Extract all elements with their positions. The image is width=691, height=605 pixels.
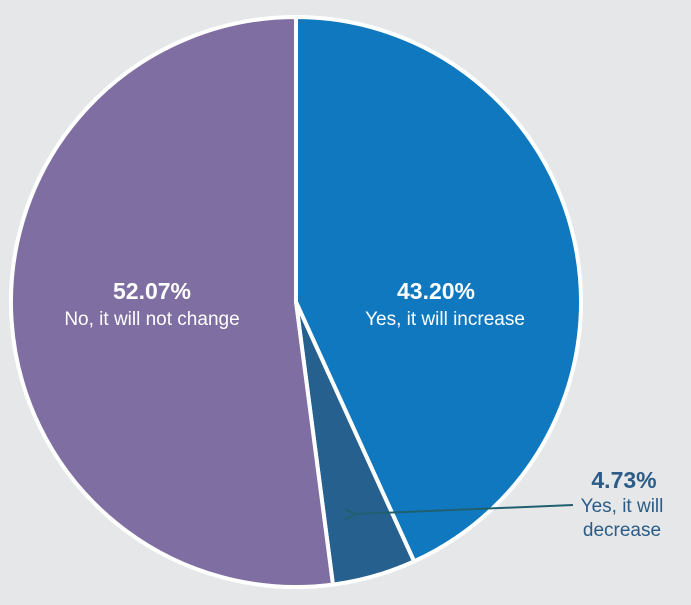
slice-name-label-decrease-line2: decrease	[583, 520, 661, 541]
slice-percent-label-no-change: 52.07%	[113, 278, 191, 304]
pie-slice-no-change	[8, 15, 335, 589]
slice-percent-label-decrease: 4.73%	[591, 467, 656, 493]
slice-name-label-no-change: No, it will not change	[64, 309, 239, 330]
slice-name-label-increase: Yes, it will increase	[365, 309, 525, 330]
slice-percent-label-increase: 43.20%	[397, 278, 475, 304]
pie-slice-increase	[294, 15, 583, 564]
callout-arrow	[356, 504, 574, 514]
slice-name-label-decrease-line1: Yes, it will	[581, 496, 664, 517]
